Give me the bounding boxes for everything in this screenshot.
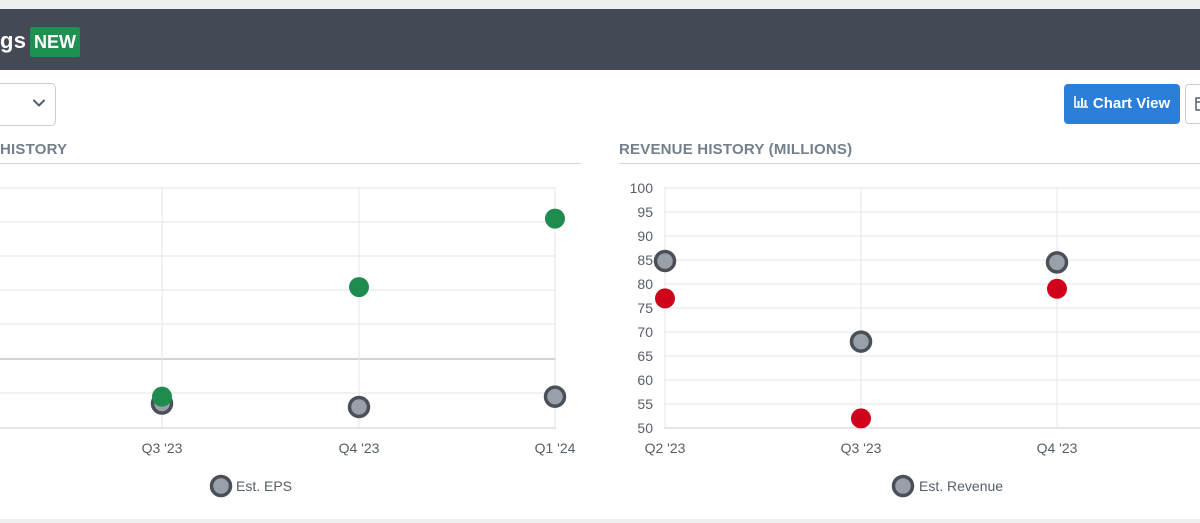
revenue-y-tick-label: 80 — [637, 276, 653, 292]
revenue-legend-marker — [891, 474, 915, 498]
revenue-actual-point — [655, 288, 675, 309]
revenue-title-divider — [619, 163, 1200, 164]
bar-chart-icon — [1074, 84, 1088, 124]
section-header — [0, 9, 1200, 70]
revenue-y-tick-label: 55 — [637, 396, 653, 412]
revenue-estimate-point — [1045, 251, 1069, 274]
revenue-y-tick-label: 70 — [637, 324, 653, 340]
period-select[interactable] — [0, 83, 56, 126]
eps-x-tick-label: Q4 '23 — [339, 440, 380, 456]
revenue-y-tick-label: 75 — [637, 300, 653, 316]
revenue-estimate-point — [849, 330, 873, 353]
revenue-x-tick-label: Q2 '23 — [645, 440, 686, 456]
eps-x-tick-label: Q1 '24 — [535, 440, 576, 456]
earnings-card — [0, 9, 1200, 519]
eps-estimate-point — [543, 385, 567, 408]
revenue-y-tick-label: 95 — [637, 204, 653, 220]
revenue-y-tick-label: 60 — [637, 372, 653, 388]
revenue-actual-point — [851, 408, 871, 429]
page-title: gs — [0, 28, 27, 53]
eps-actual-point — [349, 277, 369, 298]
eps-actual-point — [152, 386, 172, 407]
revenue-y-tick-label: 100 — [630, 180, 654, 196]
eps-actual-point — [545, 208, 565, 229]
revenue-actual-point — [1047, 278, 1067, 299]
revenue-x-tick-label: Q3 '23 — [841, 440, 882, 456]
revenue-legend-label: Est. Revenue — [919, 478, 1003, 494]
revenue-y-tick-label: 85 — [637, 252, 653, 268]
eps-chart-title: HISTORY — [0, 141, 68, 158]
revenue-y-tick-label: 50 — [637, 420, 653, 436]
eps-title-divider — [0, 163, 581, 164]
new-badge: NEW — [30, 27, 80, 57]
revenue-y-tick-label: 65 — [637, 348, 653, 364]
revenue-estimate-point — [653, 249, 677, 273]
chevron-down-icon — [32, 96, 46, 115]
eps-legend-label: Est. EPS — [236, 478, 292, 494]
eps-x-tick-label: Q3 '23 — [142, 440, 183, 456]
revenue-y-tick-label: 90 — [637, 228, 653, 244]
revenue-x-tick-label: Q4 '23 — [1037, 440, 1078, 456]
eps-estimate-point — [347, 395, 371, 419]
chart-view-label: Chart View — [1092, 95, 1171, 112]
chart-view-button[interactable]: Chart View — [1064, 84, 1180, 124]
table-view-button[interactable] — [1185, 84, 1200, 124]
eps-legend-marker — [209, 474, 233, 498]
revenue-chart-title: REVENUE HISTORY (MILLIONS) — [619, 141, 853, 158]
